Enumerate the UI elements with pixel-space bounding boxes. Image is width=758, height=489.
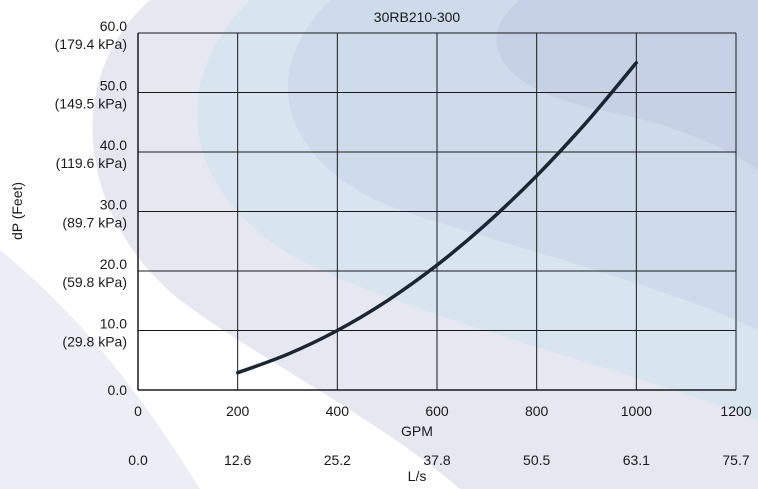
y-tick-sublabel: (89.7 kPa) (62, 215, 127, 231)
y-tick-label: 0.0 (108, 382, 128, 398)
y-tick-sublabel: (29.8 kPa) (62, 334, 127, 350)
x2-tick-label: 12.6 (224, 452, 251, 468)
x-tick-label: 1000 (621, 403, 652, 419)
y-tick-label: 40.0 (100, 137, 127, 153)
y-axis-label: dP (Feet) (9, 182, 25, 240)
x-tick-label: 0 (134, 403, 142, 419)
y-tick-label: 50.0 (100, 78, 127, 94)
x2-tick-label: 37.8 (423, 452, 450, 468)
y-tick-label: 20.0 (100, 256, 127, 272)
x-tick-label: 200 (226, 403, 250, 419)
x-tick-label: 800 (525, 403, 549, 419)
y-tick-label: 60.0 (100, 18, 127, 34)
y-tick-sublabel: (119.6 kPa) (56, 155, 127, 171)
x2-tick-label: 0.0 (128, 452, 148, 468)
y-tick-sublabel: (179.4 kPa) (55, 36, 127, 52)
x-axis-label: GPM (401, 423, 433, 439)
series-line (235, 61, 639, 375)
x-tick-label: 1200 (720, 403, 751, 419)
x2-tick-label: 25.2 (324, 452, 351, 468)
x2-tick-label: 63.1 (623, 452, 650, 468)
x2-tick-label: 75.7 (722, 452, 749, 468)
y-tick-sublabel: (149.5 kPa) (55, 96, 127, 112)
x-tick-label: 400 (326, 403, 350, 419)
y-tick-label: 10.0 (100, 316, 127, 332)
y-tick-sublabel: (59.8 kPa) (62, 274, 127, 290)
x2-tick-label: 50.5 (523, 452, 550, 468)
x-tick-label: 600 (425, 403, 449, 419)
x2-axis-label: L/s (408, 468, 427, 484)
chart-title: 30RB210-300 (374, 9, 461, 25)
y-tick-label: 30.0 (100, 197, 127, 213)
